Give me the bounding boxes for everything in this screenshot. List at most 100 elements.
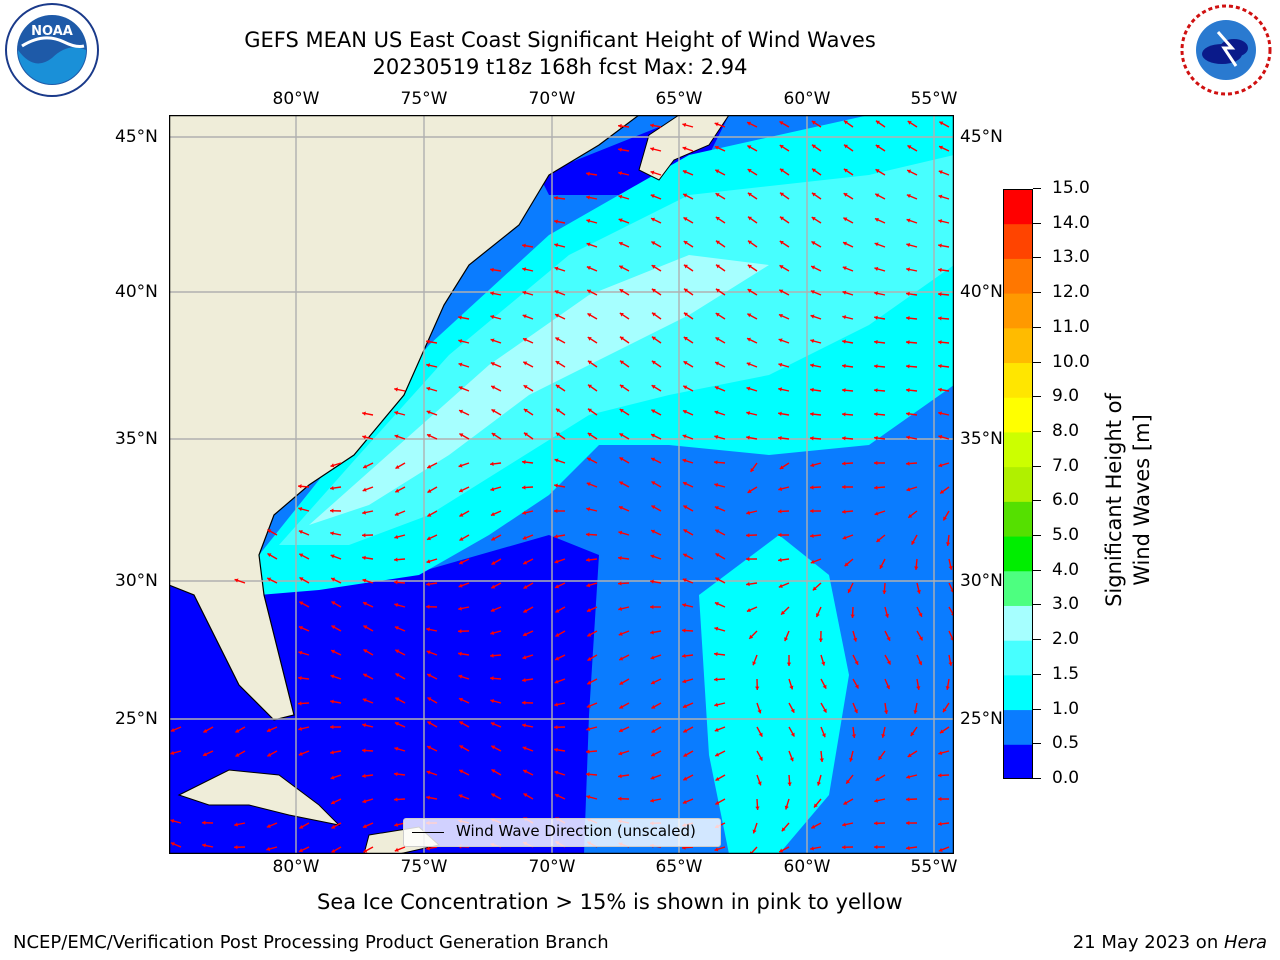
wind-wave-arrowhead <box>714 122 719 127</box>
wind-wave-arrowhead <box>842 290 847 295</box>
wind-wave-arrowhead <box>395 649 400 654</box>
wind-wave-arrowhead <box>683 361 688 365</box>
wind-wave-arrowhead <box>298 726 303 731</box>
colorbar-segment <box>1003 536 1033 572</box>
wind-wave-arrowhead <box>394 602 399 608</box>
wind-wave-arrowhead <box>491 536 496 541</box>
wind-wave-arrowhead <box>781 827 786 832</box>
lon-label-bottom-70w: 70°W <box>528 857 576 877</box>
wind-wave-arrowhead <box>555 432 560 437</box>
wind-wave-arrowhead <box>715 337 720 342</box>
wind-wave-arrowhead <box>555 632 560 637</box>
colorbar-segment <box>1003 640 1033 676</box>
wind-wave-arrowhead <box>490 512 495 517</box>
wind-wave-arrowhead <box>203 752 207 757</box>
wind-wave-arrowhead <box>752 661 757 666</box>
wind-wave-arrowhead <box>394 797 398 802</box>
colorbar <box>1003 189 1033 780</box>
wind-wave-arrowhead <box>395 673 400 678</box>
wind-wave-arrowhead <box>394 771 398 777</box>
wind-wave-arrowhead <box>427 745 432 750</box>
legend-line-swatch <box>412 832 444 833</box>
wind-wave-arrowhead <box>810 436 814 441</box>
wind-wave-arrowhead <box>882 590 887 594</box>
wind-wave-arrowhead <box>906 242 911 248</box>
wind-wave-arrowhead <box>715 529 720 534</box>
lon-label-bottom-75w: 75°W <box>400 857 448 877</box>
map-panel <box>168 114 955 855</box>
wind-wave-arrowhead <box>779 289 784 294</box>
wind-wave-arrowhead <box>789 685 794 690</box>
colorbar-segment <box>1003 674 1033 711</box>
wind-wave-arrowhead <box>586 749 590 754</box>
wind-wave-arrowhead <box>683 728 688 733</box>
wind-wave-arrowhead <box>779 145 784 149</box>
wind-wave-arrowhead <box>619 433 624 438</box>
wind-wave-arrowhead <box>747 145 752 150</box>
wind-wave-arrowhead <box>945 542 951 546</box>
wind-wave-arrowhead <box>458 463 463 468</box>
wind-wave-arrowhead <box>586 532 590 537</box>
wind-wave-arrowhead <box>938 796 942 802</box>
wind-wave-arrowhead <box>330 750 334 755</box>
wind-wave-arrowhead <box>426 363 431 368</box>
wind-wave-arrowhead <box>683 529 688 534</box>
wind-wave-arrowhead <box>784 637 789 642</box>
wind-wave-arrowhead <box>618 530 623 535</box>
wind-wave-arrowhead <box>458 606 462 611</box>
wind-wave-arrowhead <box>362 824 367 829</box>
wind-wave-arrowhead <box>938 267 942 273</box>
wind-wave-arrowhead <box>651 336 656 341</box>
wind-wave-arrowhead <box>491 385 496 390</box>
colorbar-tick-mark <box>1033 188 1041 189</box>
wind-wave-arrowhead <box>394 557 398 562</box>
wind-wave-arrowhead <box>586 794 591 800</box>
wind-wave-arrowhead <box>618 147 622 152</box>
wind-wave-arrowhead <box>789 757 794 762</box>
wind-wave-arrowhead <box>202 820 206 825</box>
wind-wave-arrowhead <box>618 773 622 779</box>
wind-wave-arrowhead <box>916 589 921 594</box>
wind-wave-arrowhead <box>458 362 463 367</box>
wind-wave-arrowhead <box>811 144 816 149</box>
wind-wave-arrowhead <box>299 824 304 829</box>
wind-wave-arrowhead <box>331 824 336 829</box>
wind-wave-arrowhead <box>778 486 783 491</box>
wind-wave-arrowhead <box>938 463 943 468</box>
wind-wave-arrowhead <box>491 433 496 437</box>
wind-wave-arrowhead <box>757 781 762 786</box>
wind-wave-arrowhead <box>874 460 878 466</box>
wind-wave-arrowhead <box>554 725 558 730</box>
wind-wave-arrowhead <box>810 508 814 514</box>
wind-wave-arrowhead <box>818 638 823 642</box>
wind-wave-arrowhead <box>394 746 399 751</box>
wind-wave-arrowhead <box>842 339 846 344</box>
wind-wave-arrowhead <box>618 194 623 199</box>
wind-wave-arrowhead <box>554 483 558 488</box>
wind-wave-arrowhead <box>587 313 592 318</box>
wind-wave-arrowhead <box>747 313 752 318</box>
wind-wave-arrowhead <box>758 732 763 737</box>
colorbar-tick-mark <box>1033 604 1041 606</box>
wind-wave-arrowhead <box>395 464 400 469</box>
wind-wave-arrowhead <box>586 266 591 270</box>
wind-wave-arrowhead <box>940 489 945 494</box>
wind-wave-arrowhead <box>234 822 238 827</box>
wind-wave-arrowhead <box>362 799 367 804</box>
wind-wave-arrowhead <box>555 313 560 318</box>
wind-wave-arrowhead <box>913 710 918 714</box>
wind-wave-arrowhead <box>842 461 846 466</box>
wind-wave-arrowhead <box>747 169 752 173</box>
wind-wave-arrowhead <box>170 727 175 732</box>
colorbar-segment <box>1003 258 1033 294</box>
wind-wave-arrowhead <box>459 512 464 517</box>
wind-wave-arrowhead <box>586 195 590 200</box>
wind-wave-arrowhead <box>330 485 334 491</box>
wind-wave-arrowhead <box>650 798 654 803</box>
colorbar-segment <box>1003 744 1033 780</box>
wind-wave-arrowhead <box>298 530 303 535</box>
wind-wave-arrowhead <box>330 775 335 780</box>
wind-wave-arrowhead <box>522 655 527 660</box>
wind-wave-arrowhead <box>458 315 462 320</box>
wind-wave-arrowhead <box>682 603 687 608</box>
